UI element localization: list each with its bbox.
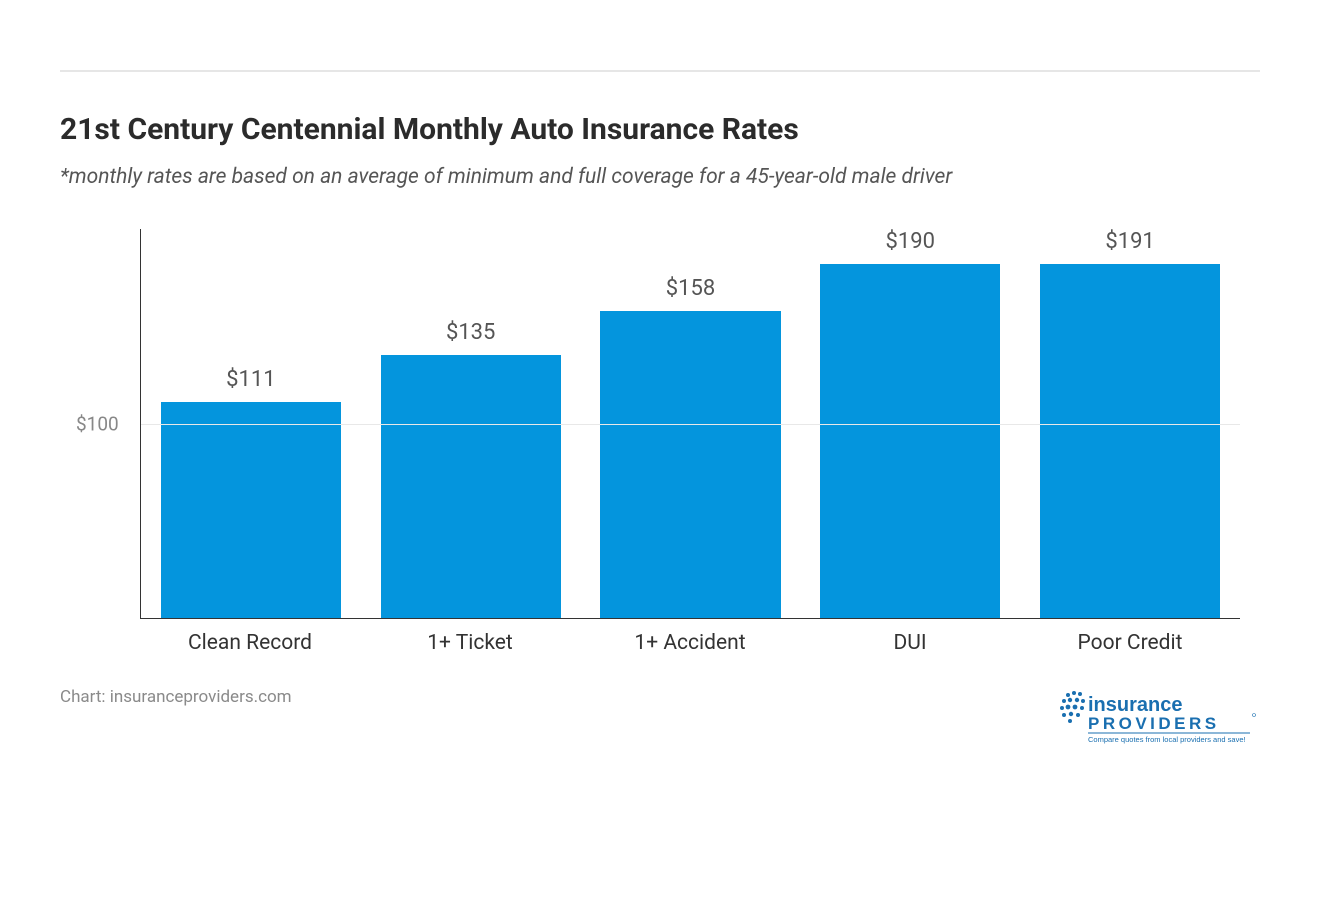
- x-axis-label: DUI: [800, 623, 1020, 659]
- logo-tagline: Compare quotes from local providers and …: [1088, 735, 1246, 744]
- bar: [600, 311, 780, 618]
- gridline: [141, 424, 1240, 425]
- x-axis-label: Clean Record: [140, 623, 360, 659]
- chart-attribution: Chart: insuranceproviders.com: [60, 687, 292, 707]
- logo-word-insurance: insurance: [1088, 694, 1182, 716]
- chart-subtitle: *monthly rates are based on an average o…: [60, 165, 1260, 189]
- bar-value-label: $191: [1105, 229, 1154, 254]
- bar-value-label: $158: [666, 276, 715, 301]
- registered-icon: [1253, 714, 1256, 717]
- brand-logo: insurance PROVIDERS Compare quotes from …: [1050, 687, 1260, 751]
- bar: [1040, 264, 1220, 618]
- x-axis-label: 1+ Accident: [580, 623, 800, 659]
- bar-chart: $111$135$158$190$191 $100 Clean Record1+…: [80, 229, 1250, 659]
- y-axis-label: $100: [76, 412, 119, 435]
- bar: [381, 355, 561, 618]
- x-axis-label: 1+ Ticket: [360, 623, 580, 659]
- plot-area: $111$135$158$190$191 $100: [140, 229, 1240, 619]
- logo-word-providers: PROVIDERS: [1088, 714, 1220, 733]
- chart-title: 21st Century Centennial Monthly Auto Ins…: [60, 112, 1260, 147]
- bar-value-label: $111: [226, 367, 275, 392]
- x-axis-labels: Clean Record1+ Ticket1+ AccidentDUIPoor …: [140, 623, 1240, 659]
- bar-value-label: $135: [446, 320, 495, 345]
- bar: [820, 264, 1000, 618]
- divider: [60, 70, 1260, 72]
- logo-svg: insurance PROVIDERS Compare quotes from …: [1050, 687, 1260, 747]
- bar-value-label: $190: [886, 229, 935, 254]
- bar: [161, 402, 341, 618]
- x-axis-label: Poor Credit: [1020, 623, 1240, 659]
- logo-dots-icon: [1060, 691, 1085, 723]
